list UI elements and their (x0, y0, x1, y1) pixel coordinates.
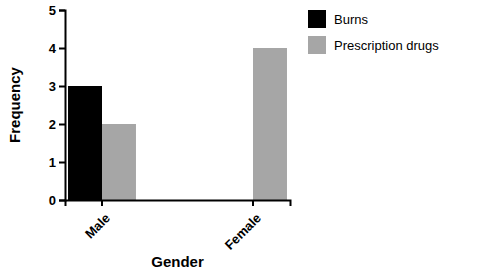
tick: 3 (49, 79, 65, 94)
tick-mark (59, 10, 65, 12)
tick: Male (82, 200, 113, 241)
tick-label: 1 (49, 155, 56, 170)
y-axis-title: Frequency (6, 66, 23, 143)
tick-mark (252, 200, 254, 206)
legend-label: Burns (334, 12, 368, 27)
tick-label: Female (222, 210, 264, 252)
tick-mark (59, 86, 65, 88)
legend-swatch (308, 10, 326, 28)
chart: 0 1 2 3 4 5 Male Female Gender Frequency Burns Pres… (0, 0, 500, 275)
legend-item: Prescription drugs (308, 36, 439, 54)
tick-label: 0 (49, 193, 56, 208)
legend-swatch (308, 36, 326, 54)
y-axis: 0 1 2 3 4 5 (49, 3, 66, 208)
legend: Burns Prescription drugs (308, 10, 439, 54)
tick-label: 2 (49, 117, 56, 132)
tick-label: 3 (49, 79, 56, 94)
tick-mark (59, 124, 65, 126)
tick: 0 (49, 193, 65, 208)
tick-label: 5 (49, 3, 56, 18)
tick: 2 (49, 117, 65, 132)
tick: 5 (49, 3, 65, 18)
tick-label: 4 (49, 41, 57, 56)
legend-item: Burns (308, 10, 368, 28)
bar (68, 86, 102, 200)
tick-label: Male (82, 210, 113, 241)
x-axis: Male Female (66, 200, 291, 253)
tick-mark (101, 200, 103, 206)
plot: 0 1 2 3 4 5 Male Female (49, 3, 291, 253)
bars (68, 48, 287, 200)
legend-label: Prescription drugs (334, 38, 439, 53)
axis-line (59, 11, 66, 201)
tick: 4 (49, 41, 65, 56)
tick: Female (222, 200, 264, 253)
tick-mark (59, 48, 65, 50)
axis-line (66, 201, 291, 207)
tick-mark (59, 200, 65, 202)
tick-mark (59, 162, 65, 164)
bar (102, 124, 136, 200)
bar (253, 48, 287, 200)
x-axis-title: Gender (151, 253, 204, 270)
tick: 1 (49, 155, 65, 170)
